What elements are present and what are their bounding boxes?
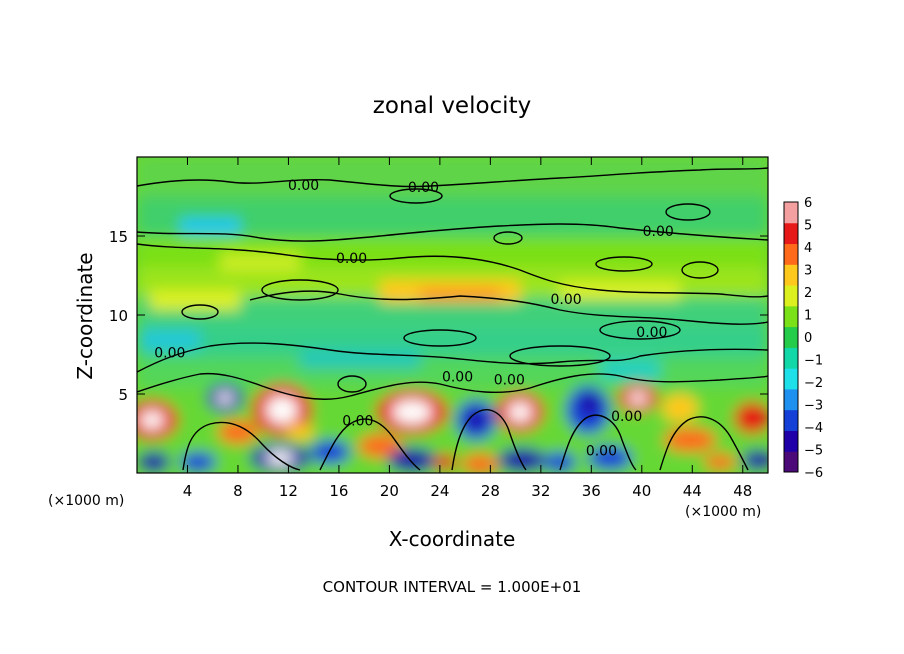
colorbar-swatch	[784, 368, 798, 390]
contour-label: 0.00	[636, 325, 667, 341]
colorbar-tick-label: −4	[804, 421, 823, 436]
x-tick-label: 32	[531, 482, 550, 500]
colorbar-tick-label: 2	[804, 286, 812, 301]
x-tick-label: 12	[279, 482, 298, 500]
x-axis: 4 8 12 16 20 24 28 32 36 40 44 48	[183, 157, 752, 500]
colorbar-swatch	[784, 202, 798, 224]
colorbar-swatch	[784, 305, 798, 328]
x-tick-label: 44	[683, 482, 702, 500]
chart-title: zonal velocity	[373, 93, 531, 119]
contour-label: 0.00	[408, 180, 439, 196]
y-axis-label: Z-coordinate	[73, 252, 97, 379]
x-axis-label: X-coordinate	[389, 527, 516, 551]
x-tick-label: 24	[430, 482, 449, 500]
colorbar-tick-label: −3	[804, 399, 823, 414]
y-tick-label: 15	[109, 228, 128, 246]
colorbar-tick-label: 1	[804, 309, 812, 324]
x-tick-label: 40	[632, 482, 651, 500]
contour-label: 0.00	[442, 369, 473, 385]
colorbar-swatch	[784, 264, 798, 286]
colorbar-tick-label: 4	[804, 241, 812, 256]
y-tick-label: 5	[118, 386, 128, 404]
colorbar-swatch	[784, 326, 798, 348]
x-tick-label: 28	[481, 482, 500, 500]
contour-label: 0.00	[154, 346, 185, 362]
x-unit-left: (×1000 m)	[48, 493, 124, 509]
colorbar-swatch	[784, 409, 798, 431]
colorbar-frame	[783, 201, 799, 473]
y-tick-label: 10	[109, 307, 128, 325]
colorbar-tick-label: 6	[804, 196, 812, 211]
colorbar-swatch	[784, 243, 798, 265]
colorbar-tick-label: 5	[804, 219, 812, 234]
x-tick-label: 16	[329, 482, 348, 500]
x-unit-right: (×1000 m)	[685, 504, 761, 520]
contour-label: 0.00	[342, 414, 373, 430]
contour-label: 0.00	[494, 373, 525, 389]
colorbar: 6 5 4 3 2 1 0 −1 −2 −3 −4 −5 −6	[783, 196, 823, 481]
velocity-field	[137, 157, 768, 473]
colorbar-swatch	[784, 388, 798, 411]
contour-label: 0.00	[550, 292, 581, 308]
y-axis: 5 10 15	[109, 228, 768, 404]
contour-label: 0.00	[586, 444, 617, 460]
x-tick-label: 48	[733, 482, 752, 500]
contour-labels: 0.00 0.00 0.00 0.00 0.00 0.00 0.00 0.00 0.00 0.00…	[154, 178, 674, 459]
x-tick-label: 36	[582, 482, 601, 500]
plot-area: 0.00 0.00 0.00 0.00 0.00 0.00 0.00 0.00 0.00 0.00…	[137, 157, 768, 473]
contour-label: 0.00	[288, 178, 319, 194]
contour-label: 0.00	[336, 251, 367, 267]
contour-interval-note: CONTOUR INTERVAL = 1.000E+01	[323, 578, 582, 596]
contour-label: 0.00	[643, 224, 674, 240]
colorbar-tick-label: 0	[804, 331, 812, 346]
contour-label: 0.00	[611, 409, 642, 425]
x-tick-label: 20	[380, 482, 399, 500]
x-tick-label: 8	[233, 482, 243, 500]
colorbar-tick-label: −5	[804, 444, 823, 459]
colorbar-swatch	[784, 430, 798, 452]
colorbar-tick-label: 3	[804, 264, 812, 279]
colorbar-swatch	[784, 347, 798, 369]
colorbar-tick-label: −6	[804, 466, 823, 481]
colorbar-swatch	[784, 285, 798, 307]
colorbar-swatch	[784, 222, 798, 245]
x-tick-label: 4	[183, 482, 193, 500]
colorbar-tick-label: −2	[804, 376, 823, 391]
colorbar-swatch	[784, 451, 798, 473]
colorbar-tick-label: −1	[804, 354, 823, 369]
zero-contours	[137, 167, 768, 471]
